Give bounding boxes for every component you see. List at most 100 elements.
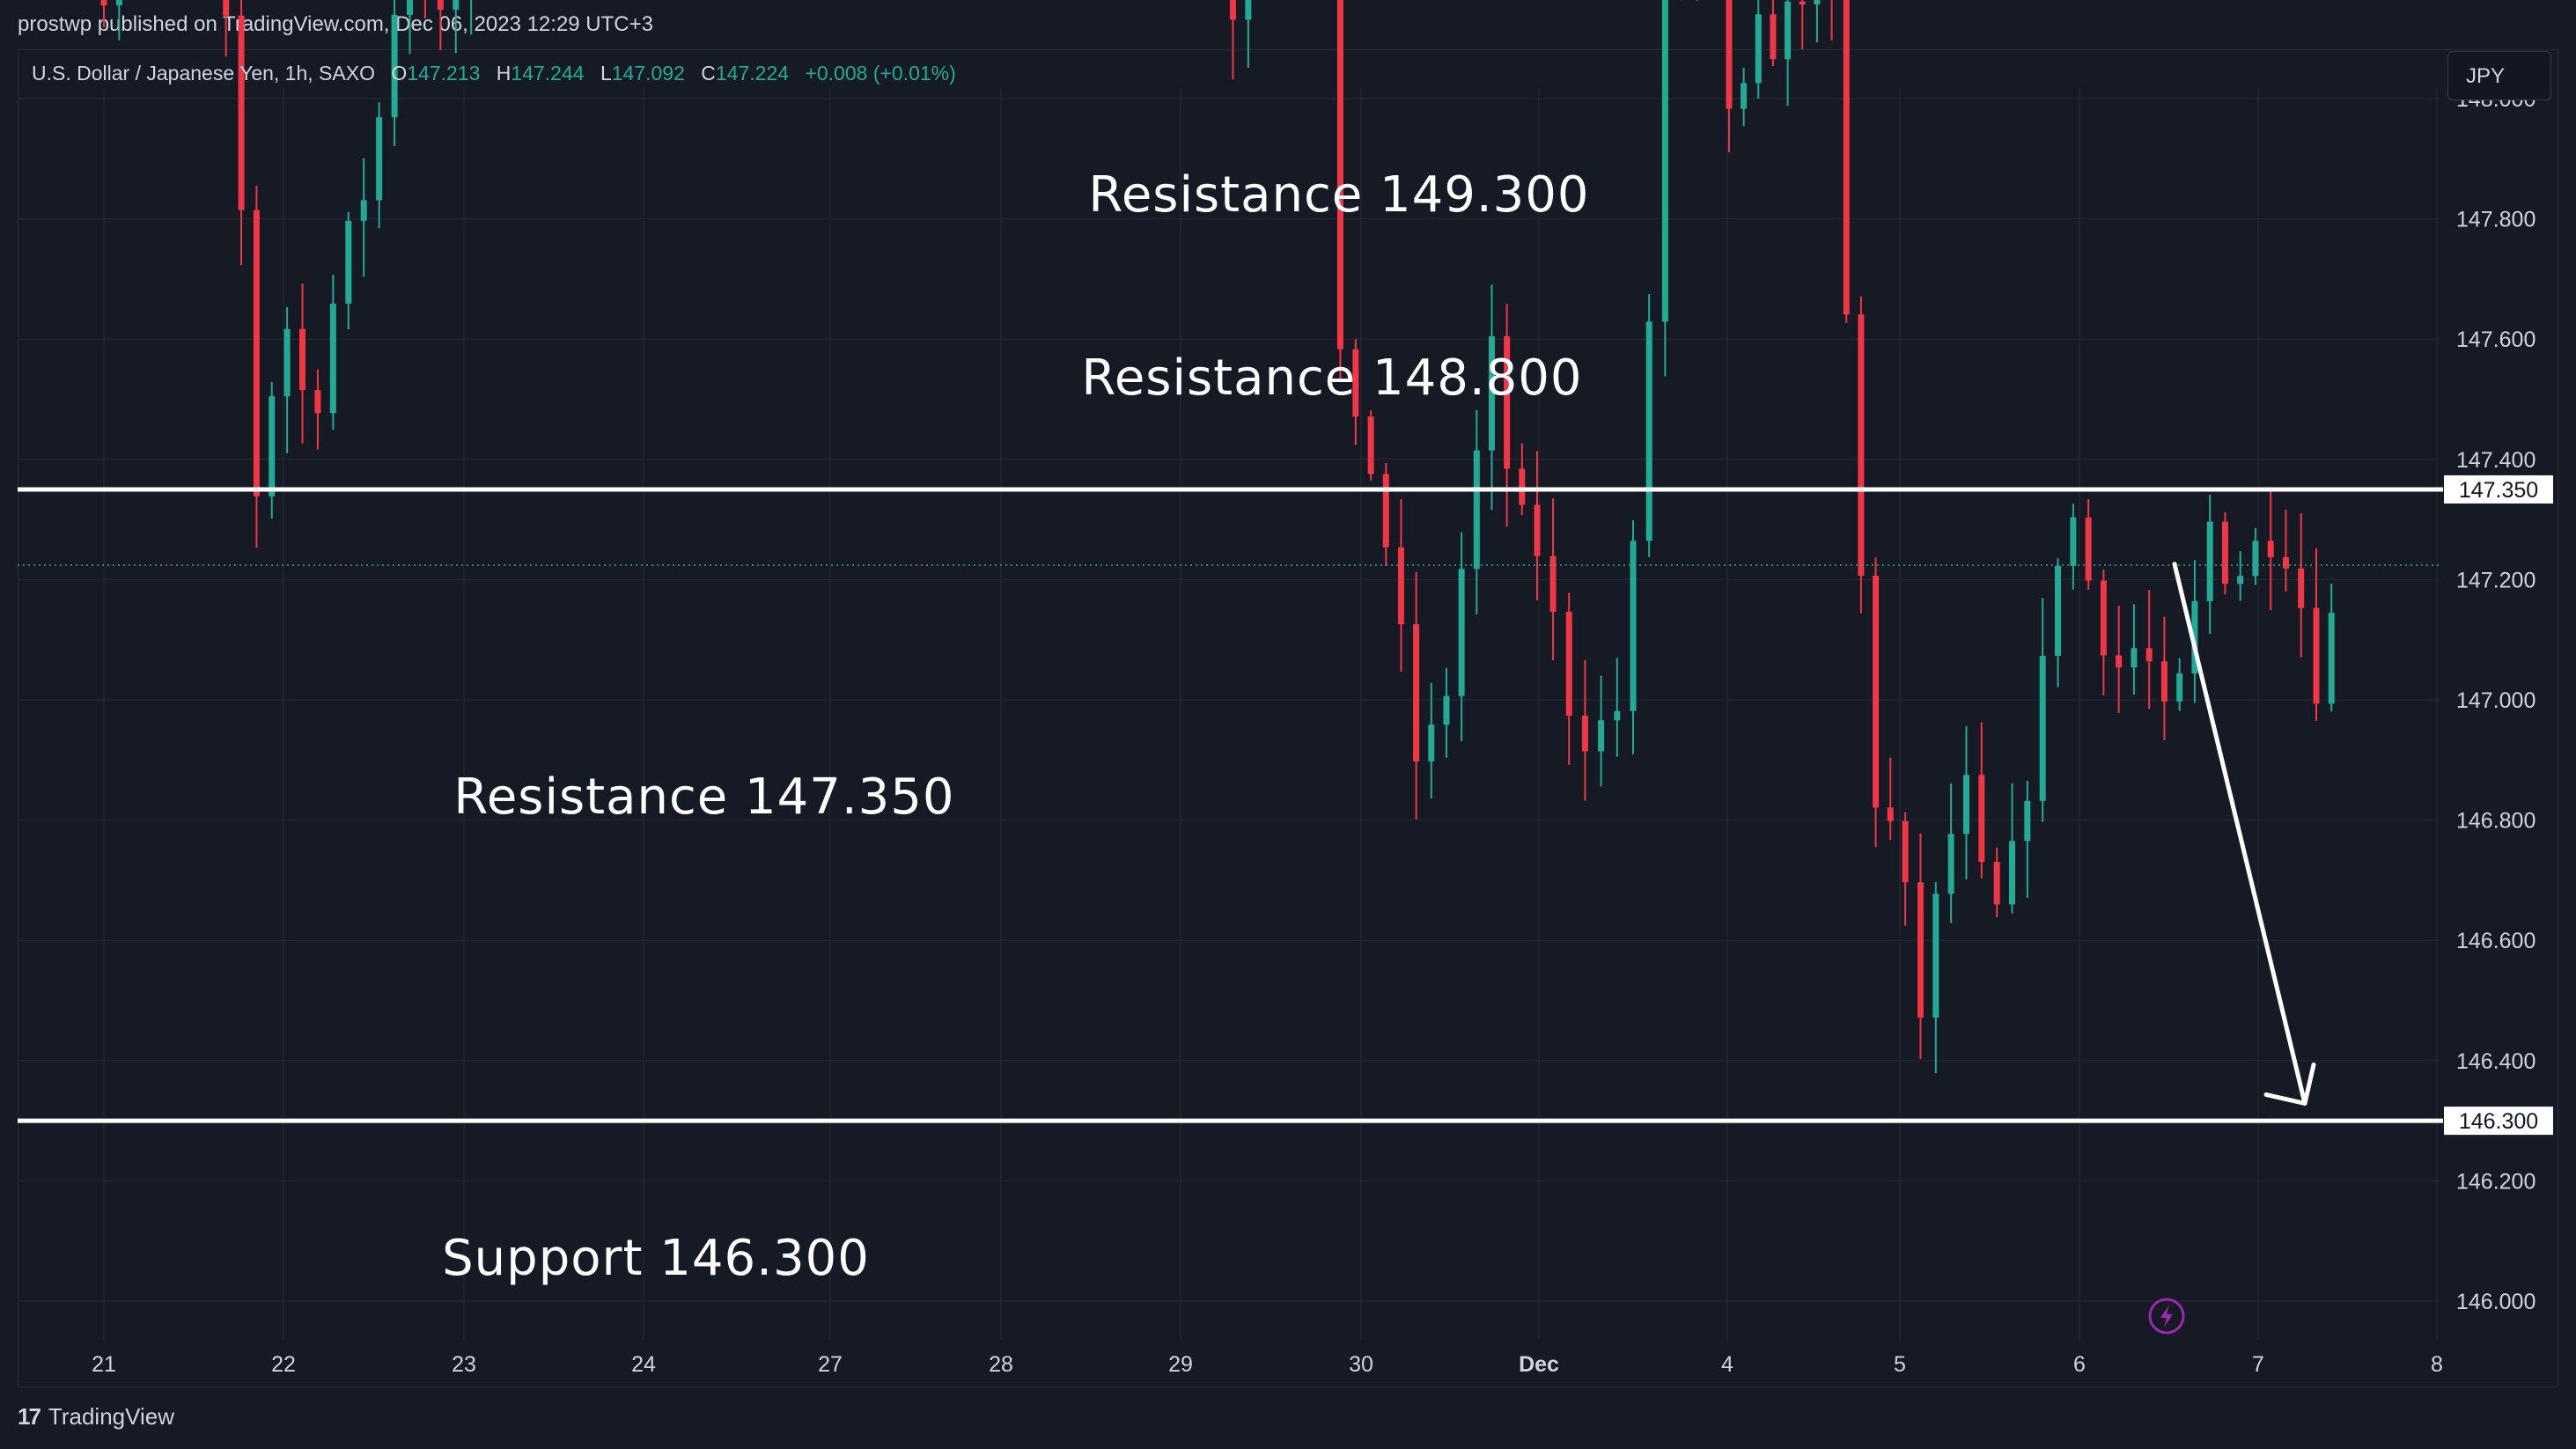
candle-body [2100,580,2107,656]
candle-body [2191,600,2198,674]
candle-body [1428,724,1435,761]
candle-body [2176,673,2183,702]
candle-body [1549,555,1557,612]
candle-body [1917,882,1924,1018]
candle-body [1581,716,1588,752]
y-tick-label: 147.600 [2456,327,2536,352]
candle-body [1978,775,1985,863]
high-value: 147.244 [511,62,585,85]
x-tick-label: 24 [631,1352,656,1377]
x-tick-label: 21 [92,1352,116,1377]
candle-body [238,15,245,210]
open-label: O [391,62,408,85]
level-price-label: 146.300 [2459,1109,2538,1134]
candle-body [2009,841,2015,905]
close-label: C [701,62,716,85]
y-tick-label: 146.600 [2456,929,2536,953]
candle-body [407,0,413,15]
candle-body [1814,0,1821,5]
candle-body [1962,775,1969,835]
y-tick-label: 146.000 [2456,1290,2536,1314]
level-price-label: 147.350 [2459,478,2538,503]
candle-body [100,0,107,6]
x-tick-label: 23 [452,1352,476,1377]
candle-body [269,396,276,496]
candle-body [1413,624,1420,761]
candle-body [1614,710,1621,721]
candle-body [2252,541,2259,577]
candle-body [345,220,352,304]
candle-body [1645,321,1652,541]
candle-body [1473,450,1480,570]
publisher-caption: prostwp published on TradingView.com, De… [18,12,653,36]
candle-body [376,117,383,201]
candle-body [1630,541,1637,711]
x-tick-label: 27 [818,1352,843,1377]
candle-body [437,0,444,11]
level-annotation: Support 146.300 [442,1230,870,1287]
candle-body [2160,661,2168,702]
annotations: Resistance 149.300 Resistance 148.800 Resi… [442,166,1589,1287]
chart-panel[interactable] [18,49,2558,1387]
ohlc-legend: U.S. Dollar / Japanese Yen, 1h, SAXO O 14… [32,62,956,85]
arrow-head [2263,1062,2316,1106]
candle-body [1504,336,1511,469]
candle-body [1397,547,1404,625]
candle-body [1902,820,1909,883]
y-tick-label: 147.400 [2456,448,2536,473]
candle-body [2221,521,2228,585]
low-value: 147.092 [611,62,685,85]
candle-body [391,14,398,118]
candle-body [115,0,122,6]
candle-body [2039,655,2046,801]
candle-body [1336,0,1343,349]
x-tick-label: 4 [1721,1352,1733,1377]
candle-body [1519,468,1526,505]
candle-body [1245,0,1252,20]
tradingview-logo[interactable]: 17 TradingView [18,1403,174,1431]
x-tick-label: 22 [271,1352,296,1377]
level-price-tag [2444,1107,2553,1136]
candle-body [1932,894,1939,1018]
symbol-title[interactable]: U.S. Dollar / Japanese Yen, 1h, SAXO [32,62,375,85]
projection-arrow [2172,562,2316,1106]
candle-body [1741,83,1748,109]
candle-body [1873,576,1880,808]
candle-body [283,328,291,397]
candle-body [2267,541,2274,557]
candle-body [1887,807,1894,821]
low-label: L [600,62,612,85]
high-label: H [496,62,512,85]
signal-icon[interactable] [2148,1298,2185,1335]
candle-body [453,0,460,11]
y-tick-label: 146.400 [2456,1049,2536,1074]
candle-body [1843,0,1850,315]
candle-body [299,328,306,391]
y-tick-label: 147.000 [2456,688,2536,713]
candle-body [1367,416,1374,474]
y-tick-label: 147.200 [2456,568,2536,592]
candle-body [1458,569,1465,696]
candle-body [1443,695,1450,725]
grid [18,88,2439,1340]
candle-body [2313,607,2320,704]
candle-body [1799,1,1806,5]
candle-body [2328,613,2335,704]
candle-body [1858,314,1865,577]
x-tick-label: 29 [1168,1352,1193,1377]
candle-body [314,390,321,414]
y-tick-label: 146.200 [2456,1169,2536,1194]
candle-body [2282,556,2289,569]
candle-body [1352,349,1359,417]
level-annotation: Resistance 149.300 [1088,166,1589,224]
candle-body [1770,14,1777,60]
y-tick-label: 147.800 [2456,208,2536,232]
close-value: 147.224 [715,62,790,85]
candle-body [2085,517,2092,581]
x-tick-label: Dec [1519,1352,1559,1377]
candle-body [1488,336,1495,451]
candle-body [223,0,230,16]
currency-button[interactable]: JPY [2447,51,2551,100]
